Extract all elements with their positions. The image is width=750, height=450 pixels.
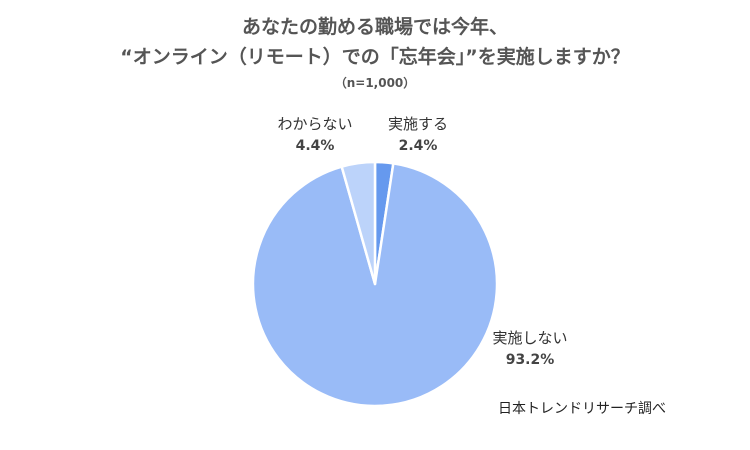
slice-value: 4.4%: [295, 137, 335, 154]
slice-name: 実施しない: [492, 329, 568, 347]
source-credit: 日本トレンドリサーチ調べ: [498, 401, 666, 417]
slice-value: 93.2%: [505, 351, 555, 368]
slice-name: わからない: [277, 115, 353, 133]
slice-name: 実施する: [387, 115, 448, 133]
slice-label-jisshi-shinai: 実施しない 93.2%: [480, 328, 580, 370]
slice-label-jisshi-suru: 実施する 2.4%: [378, 114, 458, 156]
sample-size: （n=1,000）: [334, 76, 416, 90]
slice-label-wakaranai: わからない 4.4%: [265, 114, 365, 156]
chart-title-line2: “オンライン（リモート）での「忘年会」”を実施しますか？: [120, 46, 630, 68]
slice-value: 2.4%: [398, 137, 438, 154]
chart-title-line1: あなたの勤める職場では今年、: [241, 16, 508, 38]
pie-slice-2: [340, 160, 377, 286]
